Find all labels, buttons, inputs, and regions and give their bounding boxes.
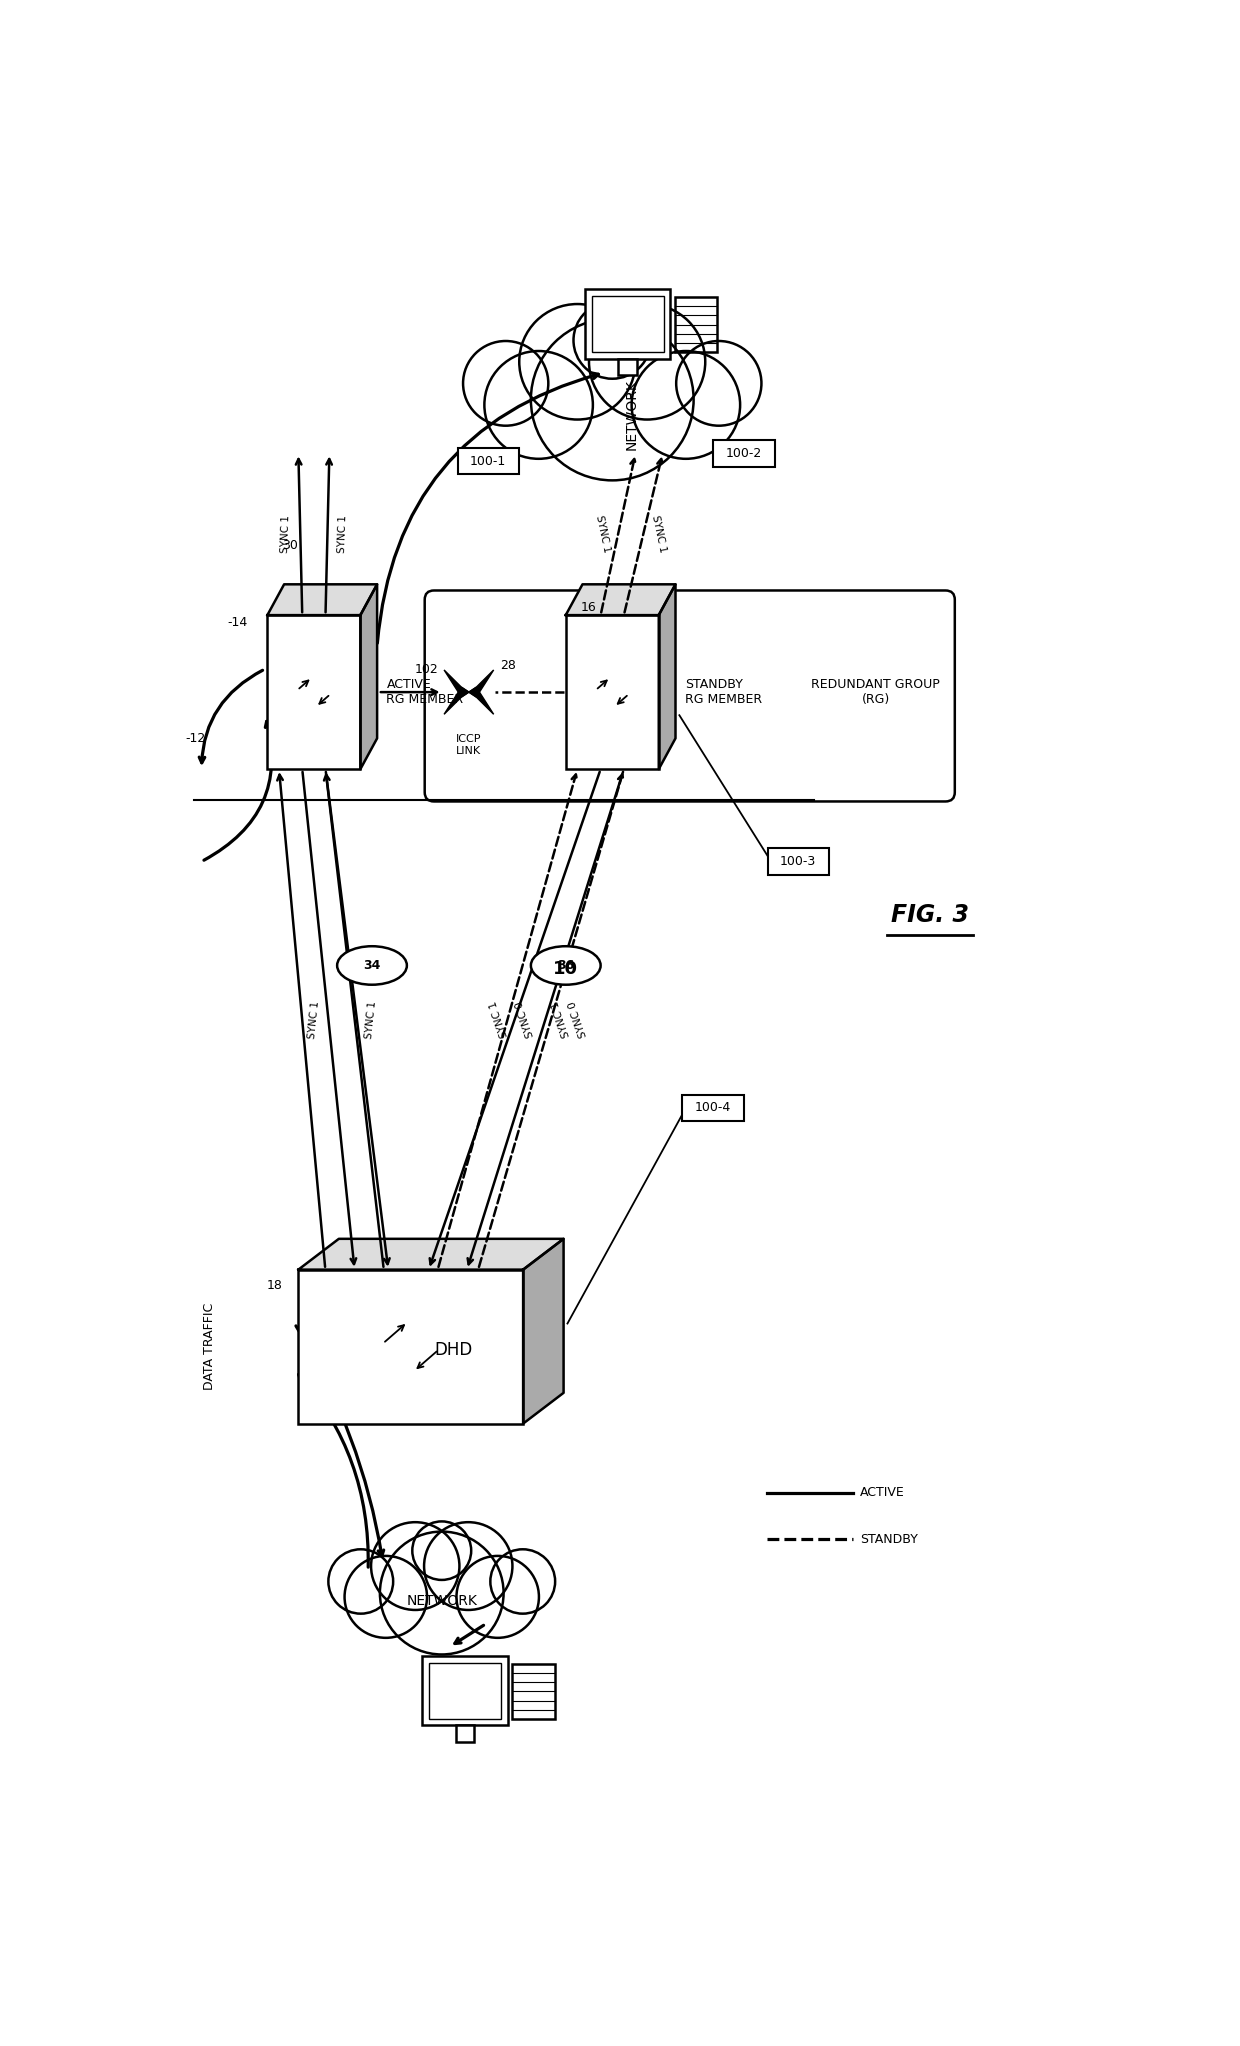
Text: NETWORK: NETWORK (625, 379, 639, 450)
Text: STANDBY: STANDBY (861, 1532, 918, 1545)
Text: SYNC 1: SYNC 1 (337, 516, 348, 552)
Text: DATA TRAFFIC: DATA TRAFFIC (203, 1303, 216, 1389)
Text: -14: -14 (228, 616, 248, 630)
Polygon shape (444, 687, 494, 714)
Text: 10: 10 (553, 960, 578, 978)
Text: ACTIVE: ACTIVE (861, 1487, 905, 1500)
Text: 100-4: 100-4 (694, 1101, 732, 1115)
Text: NETWORK: NETWORK (407, 1594, 477, 1608)
Text: -12: -12 (185, 732, 206, 745)
Text: 100-1: 100-1 (470, 454, 506, 469)
FancyBboxPatch shape (424, 591, 955, 802)
FancyBboxPatch shape (713, 440, 775, 466)
Text: SYNC 1: SYNC 1 (279, 516, 291, 552)
FancyBboxPatch shape (585, 288, 671, 358)
Circle shape (412, 1522, 471, 1580)
Circle shape (676, 342, 761, 426)
Polygon shape (658, 585, 676, 769)
FancyBboxPatch shape (682, 1095, 744, 1121)
Polygon shape (361, 585, 377, 769)
Circle shape (531, 319, 693, 481)
FancyBboxPatch shape (619, 358, 637, 374)
Text: SYNC 0: SYNC 0 (513, 1000, 536, 1039)
Circle shape (345, 1555, 427, 1639)
Text: 28: 28 (500, 659, 516, 671)
FancyBboxPatch shape (429, 1663, 501, 1719)
Text: SYNC 1: SYNC 1 (551, 1000, 572, 1039)
FancyBboxPatch shape (565, 616, 658, 769)
Circle shape (485, 352, 593, 458)
FancyBboxPatch shape (455, 1725, 475, 1741)
FancyBboxPatch shape (268, 616, 361, 769)
FancyBboxPatch shape (768, 849, 828, 874)
Text: 36: 36 (557, 960, 574, 972)
Text: FIG. 3: FIG. 3 (892, 904, 968, 927)
FancyBboxPatch shape (458, 448, 518, 475)
Circle shape (520, 305, 635, 419)
Circle shape (490, 1549, 556, 1614)
Text: SYNC 1: SYNC 1 (650, 516, 667, 554)
Text: 102: 102 (414, 663, 438, 675)
Text: SYNC 1: SYNC 1 (594, 516, 611, 554)
Circle shape (631, 352, 740, 458)
Polygon shape (299, 1238, 563, 1271)
Text: 100-3: 100-3 (780, 855, 816, 868)
FancyBboxPatch shape (299, 1271, 523, 1424)
Text: 16: 16 (582, 602, 596, 614)
Text: 100-2: 100-2 (725, 446, 763, 460)
Polygon shape (523, 1238, 563, 1424)
Text: SYNC 1: SYNC 1 (308, 1000, 321, 1039)
Text: ACTIVE
RG MEMBER: ACTIVE RG MEMBER (387, 677, 464, 706)
Text: 34: 34 (363, 960, 381, 972)
FancyBboxPatch shape (591, 297, 663, 352)
Text: DHD: DHD (434, 1342, 472, 1359)
Text: SYNC 1: SYNC 1 (363, 1000, 378, 1039)
Circle shape (424, 1522, 512, 1610)
Text: ICCP
LINK: ICCP LINK (456, 735, 481, 757)
Text: REDUNDANT GROUP
(RG): REDUNDANT GROUP (RG) (811, 677, 940, 706)
Circle shape (379, 1532, 503, 1655)
Circle shape (463, 342, 548, 426)
Circle shape (329, 1549, 393, 1614)
Text: STANDBY
RG MEMBER: STANDBY RG MEMBER (684, 677, 761, 706)
Ellipse shape (337, 945, 407, 984)
FancyBboxPatch shape (423, 1655, 507, 1725)
Text: 18: 18 (267, 1279, 283, 1291)
Ellipse shape (531, 945, 600, 984)
Text: SYNC 0: SYNC 0 (568, 1000, 589, 1039)
Polygon shape (444, 669, 494, 698)
Polygon shape (268, 585, 377, 616)
Polygon shape (565, 585, 676, 616)
Circle shape (371, 1522, 460, 1610)
Circle shape (456, 1555, 539, 1639)
Circle shape (573, 301, 651, 379)
Circle shape (589, 305, 706, 419)
Text: 30: 30 (283, 540, 299, 552)
Text: SYNC 1: SYNC 1 (489, 1000, 510, 1039)
